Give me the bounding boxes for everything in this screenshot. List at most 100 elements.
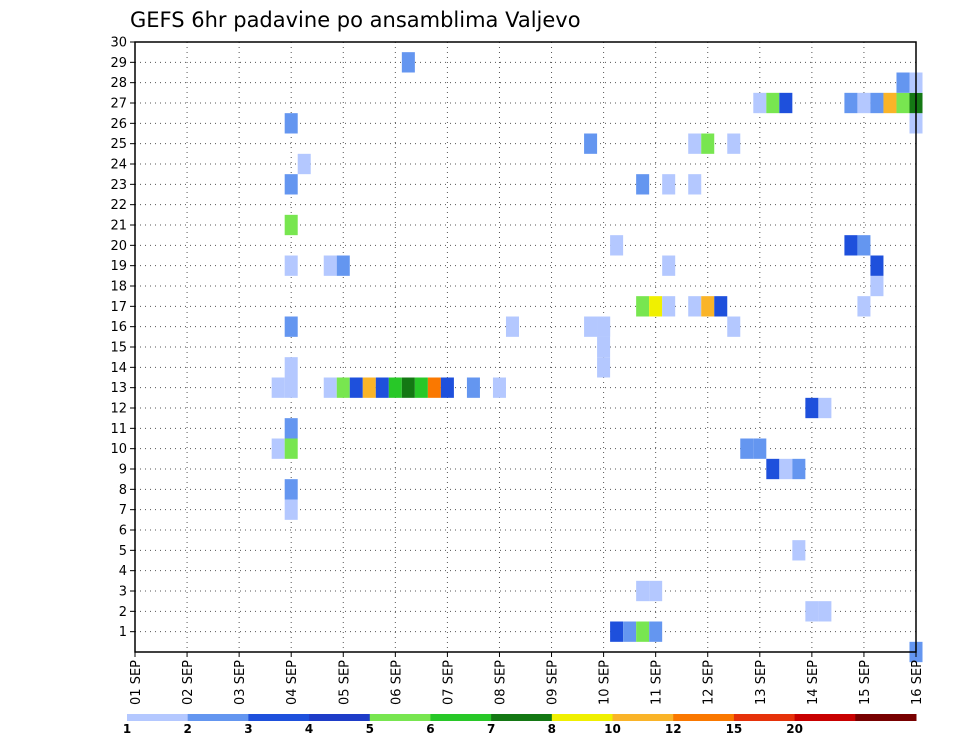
- colorbar-segment: [794, 714, 856, 721]
- heatmap-cell: [505, 316, 519, 337]
- y-tick-label: 1: [119, 625, 127, 640]
- heatmap-cell: [636, 174, 650, 195]
- colorbar-label: 20: [786, 722, 803, 736]
- x-tick-label: 09 SEP: [546, 660, 561, 705]
- y-tick-label: 14: [110, 361, 127, 376]
- y-tick-label: 4: [119, 564, 127, 579]
- heatmap-cell: [336, 377, 350, 398]
- x-tick-label: 03 SEP: [233, 660, 248, 705]
- heatmap-cell: [284, 357, 298, 378]
- colorbar-segment: [551, 714, 614, 721]
- heatmap-cell: [805, 601, 819, 622]
- y-tick-label: 19: [110, 259, 127, 274]
- colorbar-label: 15: [726, 722, 743, 736]
- x-tick-label: 10 SEP: [598, 660, 613, 705]
- colorbar-label: 4: [305, 722, 313, 736]
- heatmap-cell: [284, 377, 298, 398]
- heatmap-cell: [870, 255, 884, 276]
- heatmap-cell: [271, 438, 285, 459]
- heatmap-cell: [636, 296, 650, 317]
- heatmap-cell: [427, 377, 441, 398]
- heatmap-cell: [284, 255, 298, 276]
- heatmap-cell: [597, 316, 611, 337]
- heatmap-cell: [401, 377, 415, 398]
- heatmap-cell: [297, 153, 311, 175]
- heatmap-cell: [857, 296, 871, 317]
- x-tick-label: 08 SEP: [493, 660, 508, 705]
- colorbar-label: 6: [426, 722, 434, 736]
- heatmap-cell: [753, 92, 767, 114]
- y-tick-label: 8: [119, 483, 127, 498]
- heatmap-cell: [597, 336, 611, 358]
- x-tick-label: 02 SEP: [181, 660, 196, 705]
- heatmap-cell: [271, 377, 285, 398]
- heatmap-cell: [662, 174, 676, 195]
- heatmap-cell: [284, 113, 298, 134]
- heatmap-cell: [857, 92, 871, 114]
- colorbar-segment: [248, 714, 310, 721]
- colorbar: 1 2 3 4 5 6 7 8 10 12 15 20: [123, 714, 917, 736]
- colorbar-label: 3: [244, 722, 252, 736]
- heatmap-cell: [766, 458, 780, 480]
- y-tick-label: 6: [119, 524, 127, 539]
- y-tick-label: 18: [110, 280, 127, 295]
- heatmap-cell: [818, 397, 832, 419]
- heatmap-cell: [284, 438, 298, 459]
- heatmap-cell: [388, 377, 402, 398]
- heatmap-cell: [883, 92, 897, 114]
- y-tick-label: 28: [110, 76, 127, 91]
- y-tick-label: 22: [110, 198, 127, 213]
- colorbar-segment: [127, 714, 189, 721]
- x-tick-label: 11 SEP: [650, 660, 665, 705]
- heatmap-cell: [779, 92, 793, 114]
- x-tick-label: 16 SEP: [910, 660, 925, 705]
- heatmap-cell: [466, 377, 480, 398]
- heatmap-cell: [401, 52, 415, 73]
- y-tick-label: 27: [110, 97, 127, 112]
- y-tick-label: 26: [110, 117, 127, 132]
- colorbar-segment: [855, 714, 917, 721]
- heatmap-cell: [349, 377, 363, 398]
- heatmap-cell: [336, 255, 350, 276]
- heatmap-cell: [623, 621, 637, 642]
- colorbar-segment: [612, 714, 674, 721]
- x-tick-label: 04 SEP: [285, 660, 300, 705]
- heatmap-cell: [284, 418, 298, 439]
- colorbar-segment: [309, 714, 371, 721]
- heatmap-cell: [636, 621, 650, 642]
- heatmap-cell: [284, 499, 298, 520]
- heatmap-cell: [662, 296, 676, 317]
- y-tick-label: 21: [110, 219, 127, 234]
- heatmap-cell: [610, 235, 624, 256]
- heatmap-cell: [284, 479, 298, 500]
- heatmap-cell: [610, 621, 624, 642]
- y-tick-label: 23: [110, 178, 127, 193]
- y-tick-label: 17: [110, 300, 127, 315]
- y-axis: 1234567891011121314151617181920212223242…: [110, 36, 135, 640]
- heatmap-cell: [649, 621, 663, 642]
- x-tick-label: 01 SEP: [129, 660, 144, 705]
- colorbar-label: 10: [604, 722, 621, 736]
- heatmap-cell: [284, 316, 298, 337]
- y-tick-label: 24: [110, 158, 127, 173]
- y-tick-label: 12: [110, 402, 127, 417]
- heatmap-cell: [727, 133, 741, 154]
- y-tick-label: 2: [119, 605, 127, 620]
- heatmap-cell: [740, 438, 754, 459]
- y-tick-label: 16: [110, 320, 127, 335]
- y-tick-label: 13: [110, 381, 127, 396]
- heatmap-cell: [649, 580, 663, 602]
- colorbar-label: 2: [184, 722, 192, 736]
- y-tick-label: 7: [119, 503, 127, 518]
- heatmap-cell: [844, 92, 858, 114]
- heatmap-cell: [753, 438, 767, 459]
- colorbar-segment: [491, 714, 553, 721]
- heatmap-cell: [662, 255, 676, 276]
- y-tick-label: 25: [110, 137, 127, 152]
- heatmap-cell: [636, 580, 650, 602]
- heatmap-cell: [714, 296, 728, 317]
- heatmap-cell: [649, 296, 663, 317]
- heatmap-cell: [792, 540, 806, 561]
- heatmap-cell: [818, 601, 832, 622]
